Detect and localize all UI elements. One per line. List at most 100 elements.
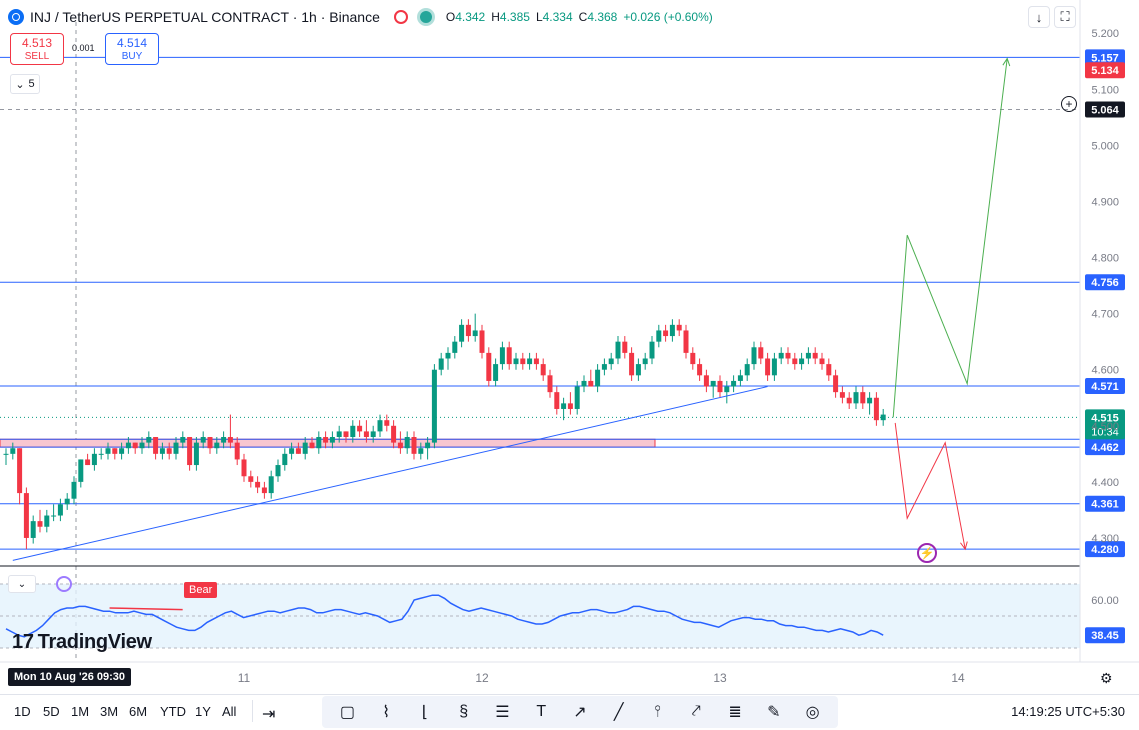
fib-tool-icon[interactable]: ☰ xyxy=(495,704,510,721)
candle-body xyxy=(343,431,349,438)
bearish-projection xyxy=(894,422,966,550)
candle-body xyxy=(527,358,533,365)
fullscreen-icon[interactable]: ⛶ xyxy=(1054,6,1076,28)
market-status-icon[interactable] xyxy=(393,10,408,24)
time-tick-label: 11 xyxy=(238,671,251,685)
candle-body xyxy=(445,352,451,359)
timeframe-1d[interactable]: 1D xyxy=(14,704,31,719)
candle-body xyxy=(44,515,50,527)
countdown-label: 10:34 xyxy=(1091,426,1119,438)
candle-body xyxy=(649,341,655,359)
indicators-toggle[interactable]: ⌄ 5 xyxy=(10,74,40,94)
clock[interactable]: 14:19:25 UTC+5:30 xyxy=(1011,704,1125,719)
logo-wordmark: TradingView xyxy=(37,631,152,653)
candle-body xyxy=(622,341,628,353)
timeframe-6m[interactable]: 6M xyxy=(129,704,148,719)
grid xyxy=(0,22,1080,660)
price-chart[interactable]: 5.1574.7564.5714.4764.4624.3614.2805.134… xyxy=(0,0,1139,694)
timeframe-5d[interactable]: 5D xyxy=(43,704,60,719)
candle-body xyxy=(153,437,159,454)
price-tick-label: 4.800 xyxy=(1091,253,1119,265)
candle-body xyxy=(595,369,601,387)
rsi-value-bg xyxy=(1085,627,1125,644)
rectangle-tool-icon[interactable]: ▢ xyxy=(339,704,355,721)
trendline-tool-icon[interactable]: ╱ xyxy=(613,704,624,721)
candle-body xyxy=(561,403,567,409)
add-alert-icon[interactable]: + xyxy=(1061,96,1077,112)
level-label: 5.157 xyxy=(1091,52,1119,64)
candle-body xyxy=(268,476,274,494)
candle-body xyxy=(588,380,594,387)
buy-button[interactable]: 4.514 BUY xyxy=(105,33,159,65)
level-label: 4.361 xyxy=(1091,499,1119,511)
candle-body xyxy=(227,437,233,443)
price-tick-label: 4.700 xyxy=(1091,309,1119,321)
candle-body xyxy=(302,442,308,454)
timeframe-ytd[interactable]: YTD xyxy=(160,704,186,719)
candle-body xyxy=(581,380,587,387)
candle-body xyxy=(540,364,546,376)
download-icon[interactable]: ↓ xyxy=(1028,6,1050,28)
candle-body xyxy=(316,437,322,449)
text-tool-icon[interactable]: T xyxy=(536,703,547,720)
bar-pattern-icon[interactable]: ⫯ xyxy=(654,703,661,720)
bullish-projection xyxy=(892,58,1008,418)
candle-body xyxy=(554,392,560,409)
tradingview-logo-icon: 17 xyxy=(12,631,34,653)
chart-header: INJ / TetherUS PERPETUAL CONTRACT · 1h ·… xyxy=(8,6,713,28)
symbol-title[interactable]: INJ / TetherUS PERPETUAL CONTRACT · 1h ·… xyxy=(30,9,380,25)
settings-icon[interactable]: ⚙ xyxy=(1100,670,1113,686)
volume-profile-icon[interactable]: ≣ xyxy=(728,704,742,721)
rsi-level-label: 60.00 xyxy=(1091,595,1119,607)
price-tick-label: 4.300 xyxy=(1091,533,1119,545)
price-tick-label: 5.000 xyxy=(1091,140,1119,152)
candle-body xyxy=(57,504,63,516)
timeframe-1m[interactable]: 1M xyxy=(71,704,90,719)
candle-body xyxy=(98,453,104,455)
tradingview-logo[interactable]: 17 TradingView xyxy=(12,631,152,654)
time-tick-label: 14 xyxy=(951,671,965,685)
arrow-tool-icon[interactable]: ↗ xyxy=(573,704,587,721)
candle-body xyxy=(567,403,573,409)
candle-body xyxy=(731,380,737,387)
candle-body xyxy=(78,459,84,482)
candle-body xyxy=(717,380,723,393)
candle-body xyxy=(465,324,471,337)
candle-body xyxy=(867,397,873,404)
level-label: 4.280 xyxy=(1091,544,1119,556)
timeframe-1y[interactable]: 1Y xyxy=(195,704,211,719)
candle-body xyxy=(255,481,261,488)
candle-body xyxy=(710,380,716,387)
measure-tool-icon[interactable]: ◎ xyxy=(805,704,820,721)
candle-body xyxy=(629,352,635,376)
timeframe-3m[interactable]: 3M xyxy=(100,704,119,719)
lightning-icon[interactable]: ⚡ xyxy=(917,543,937,563)
rsi-settings-icon[interactable] xyxy=(56,576,72,592)
sell-button[interactable]: 4.513 SELL xyxy=(10,33,64,65)
candle-body xyxy=(323,437,329,443)
timeframe-all[interactable]: All xyxy=(222,704,237,719)
rsi-collapse-button[interactable]: ⌄ xyxy=(8,575,36,593)
candle-body xyxy=(289,448,295,454)
candle-body xyxy=(737,375,743,381)
path-tool-icon[interactable]: ⌇ xyxy=(382,704,391,721)
price-label-bg xyxy=(1085,101,1125,118)
long-position-icon[interactable]: ⌊ xyxy=(421,704,429,721)
candle-body xyxy=(30,521,36,538)
candle-body xyxy=(459,324,465,342)
candle-body xyxy=(601,364,607,370)
candle-body xyxy=(125,442,131,449)
candle-body xyxy=(214,442,220,449)
candle-body xyxy=(221,437,227,443)
date-range-icon[interactable]: ⇥ xyxy=(262,706,276,723)
horizontal-levels: 5.1574.7564.5714.4764.4624.3614.2805.134… xyxy=(0,49,1125,558)
brush-tool-icon[interactable]: ✎ xyxy=(767,704,781,721)
price-tick-label: 5.200 xyxy=(1091,28,1119,40)
candle-body xyxy=(357,425,363,432)
candle-body xyxy=(438,358,444,370)
candle-body xyxy=(425,442,431,449)
level-label-bg xyxy=(1085,274,1125,291)
candle-body xyxy=(547,375,553,393)
short-position-icon[interactable]: § xyxy=(459,703,469,720)
projection-tool-icon[interactable]: ⤤ xyxy=(691,703,701,720)
